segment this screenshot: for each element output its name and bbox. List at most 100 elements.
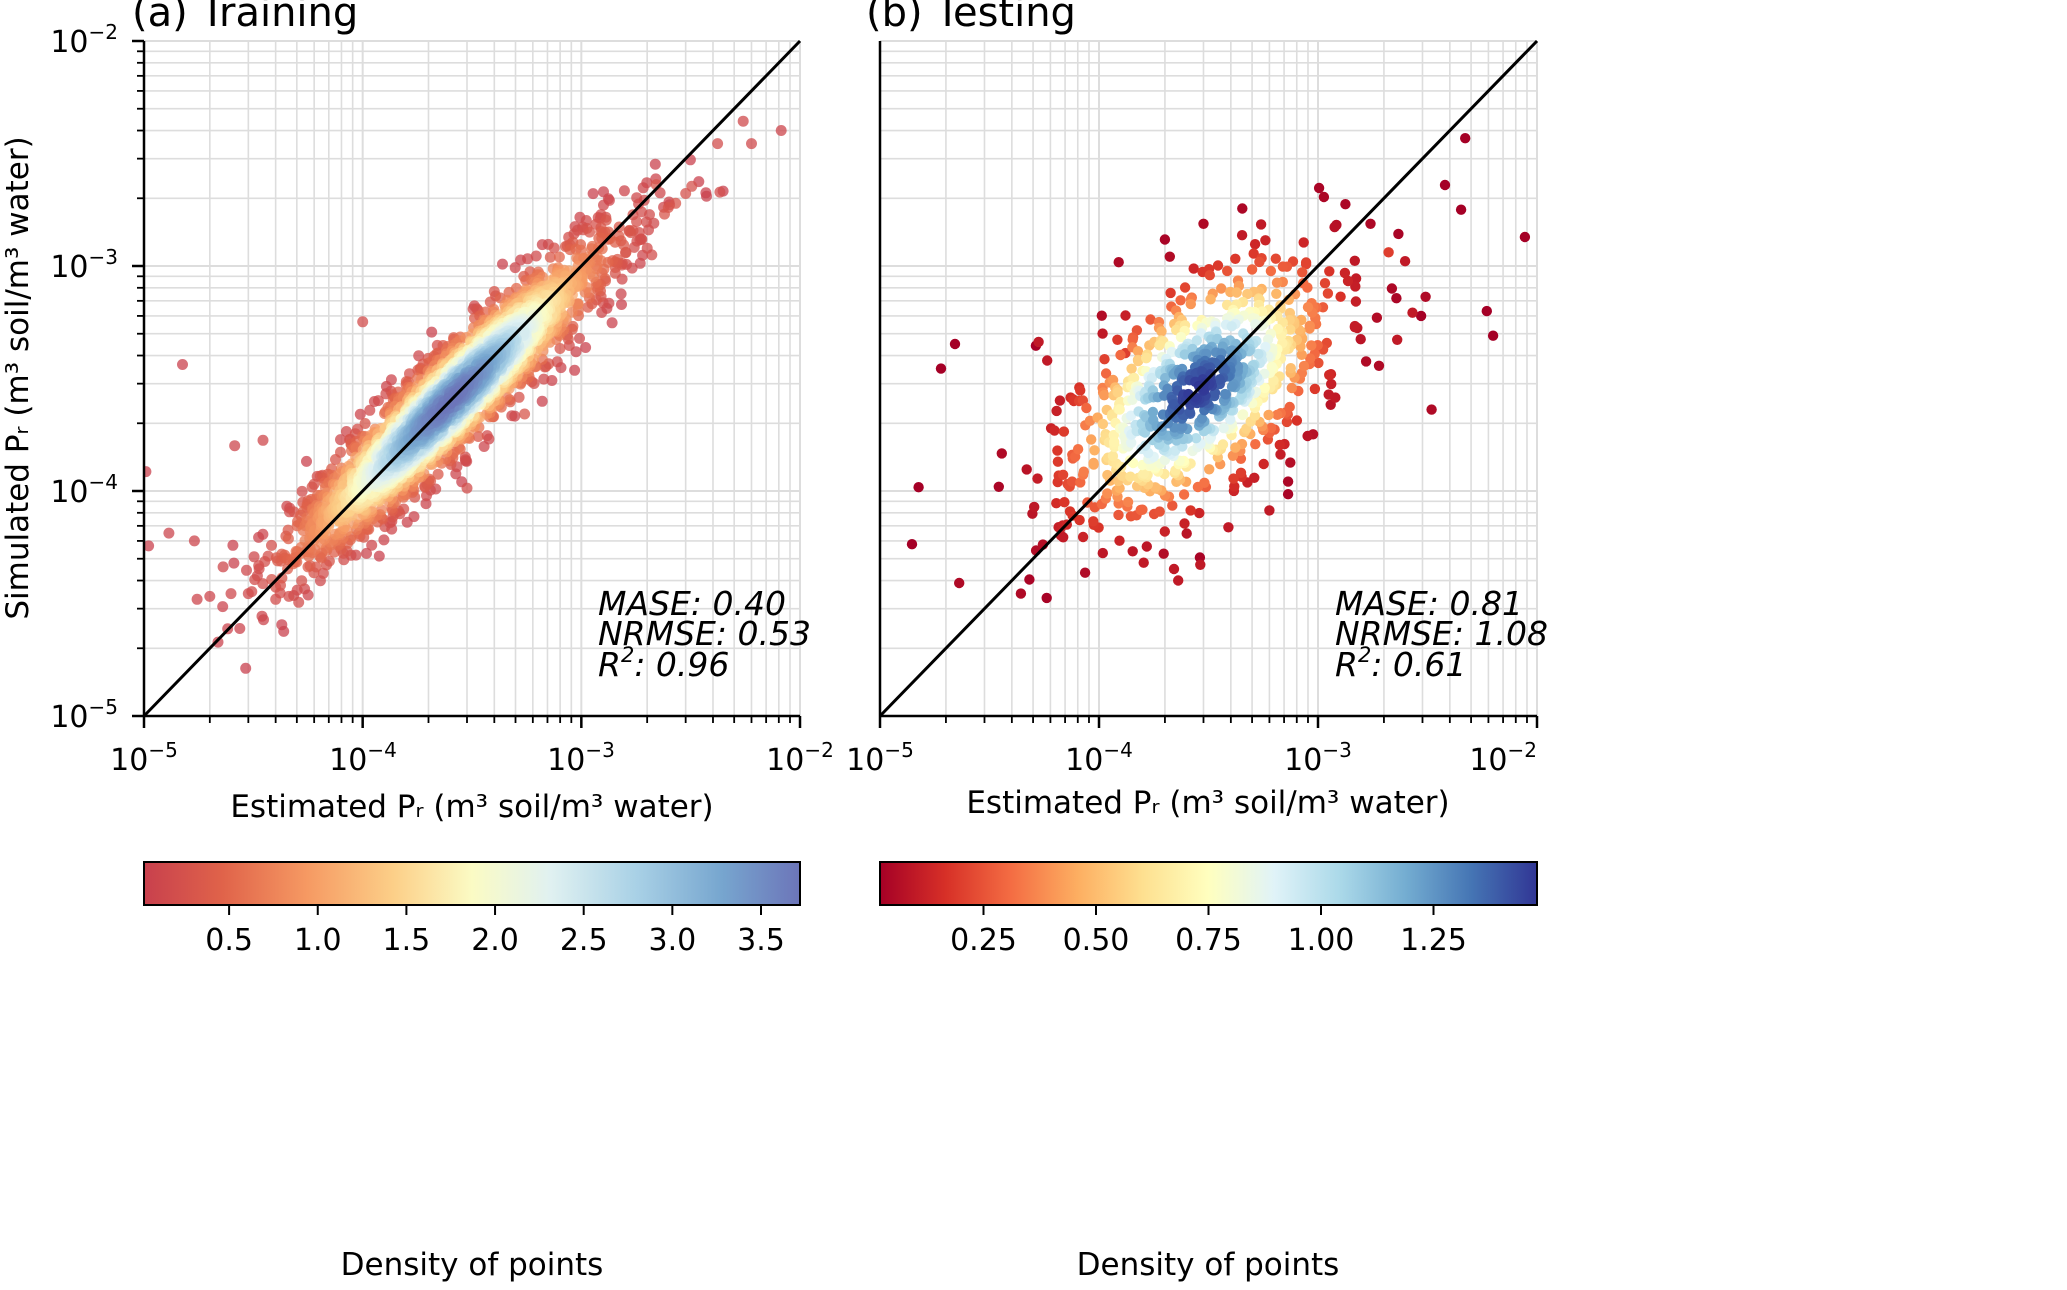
scatter-point [628, 241, 640, 253]
scatter-point [1166, 346, 1178, 358]
scatter-point [1258, 458, 1269, 470]
scatter-point [1127, 334, 1138, 345]
panel-b-grid [879, 40, 1538, 717]
scatter-point [1263, 409, 1274, 421]
scatter-point [1305, 353, 1316, 364]
scatter-point [1199, 477, 1210, 488]
scatter-point [1326, 378, 1337, 390]
scatter-point [1226, 321, 1237, 332]
x-tick-label: 10−4 [329, 738, 397, 778]
x-tick-label: 10−2 [1469, 738, 1537, 778]
metric-nrmse: NRMSE: 0.53 [598, 614, 811, 653]
scatter-point [1147, 406, 1159, 418]
scatter-point [1075, 385, 1086, 396]
scatter-point [1255, 219, 1267, 230]
x-tick-label: 10−4 [1065, 738, 1133, 778]
scatter-point [1120, 310, 1131, 321]
panel-a: (a) Training 10−5 10−4 10−3 10−2 10−5 10… [0, 0, 834, 1283]
scatter-point [225, 588, 237, 600]
scatter-point [1102, 488, 1113, 499]
scatter-point [1042, 355, 1053, 366]
y-tick-label: 10−2 [50, 20, 118, 60]
scatter-point [401, 516, 413, 528]
scatter-point [1140, 440, 1151, 451]
x-tick-label: 10−5 [846, 738, 914, 778]
panel-a-metrics: MASE: 0.40 NRMSE: 0.53 R2: 0.96 [598, 584, 811, 684]
scatter-point [1298, 237, 1309, 248]
scatter-point [646, 249, 658, 261]
scatter-point [949, 338, 961, 350]
scatter-point [330, 454, 341, 465]
scatter-point [1096, 310, 1108, 321]
scatter-point [1248, 248, 1259, 259]
scatter-point [1259, 382, 1270, 394]
scatter-point [304, 560, 316, 572]
scatter-point [598, 199, 609, 211]
scatter-point [1365, 218, 1376, 229]
scatter-point [413, 350, 425, 362]
scatter-point [1237, 409, 1248, 421]
scatter-point [1164, 251, 1176, 262]
scatter-point [935, 363, 947, 374]
scatter-point [228, 557, 240, 569]
scatter-point [1350, 281, 1361, 292]
metric-r2: R2: 0.96 [598, 643, 729, 684]
scatter-point [1178, 489, 1190, 500]
scatter-point [144, 466, 152, 478]
scatter-point [1237, 203, 1248, 214]
colorbar-tick-label: 2.0 [471, 923, 519, 958]
scatter-point [1099, 390, 1110, 401]
scatter-point [283, 590, 295, 602]
scatter-point [1188, 263, 1199, 274]
scatter-point [1159, 234, 1171, 245]
scatter-point [954, 577, 965, 589]
scatter-point [1225, 414, 1236, 425]
scatter-point [1205, 294, 1216, 305]
scatter-point [1219, 388, 1231, 400]
scatter-point [649, 158, 661, 170]
scatter-point [1100, 368, 1112, 379]
y-tick-label: 10−3 [50, 245, 118, 285]
scatter-point [1212, 260, 1224, 271]
scatter-point [1113, 509, 1124, 521]
scatter-point [276, 619, 288, 631]
scatter-point [1266, 361, 1278, 372]
scatter-point [1223, 522, 1234, 533]
colorbar-tick-label: 0.5 [205, 923, 253, 958]
metric-nrmse: NRMSE: 1.08 [1335, 614, 1548, 653]
scatter-point [1242, 288, 1253, 300]
scatter-point [1313, 357, 1324, 369]
scatter-point [509, 262, 521, 274]
scatter-point [1145, 314, 1156, 325]
panel-a-ticks [132, 39, 802, 728]
scatter-point [1306, 340, 1317, 351]
panel-a-colorbar-label: Density of points [341, 1247, 604, 1283]
scatter-point [1222, 265, 1233, 277]
scatter-point [1033, 336, 1044, 348]
scatter-point [519, 408, 531, 420]
scatter-point [1041, 592, 1052, 604]
scatter-point [1079, 567, 1091, 578]
scatter-point [1141, 541, 1153, 552]
scatter-point [1291, 415, 1303, 426]
scatter-point [1194, 507, 1205, 519]
scatter-point [1235, 453, 1247, 464]
scatter-point [1329, 221, 1340, 233]
scatter-point [1350, 273, 1362, 284]
scatter-point [472, 431, 484, 442]
scatter-point [548, 242, 560, 254]
scatter-point [1350, 296, 1362, 307]
metric-mase: MASE: 0.81 [1335, 584, 1523, 623]
scatter-point [1177, 421, 1188, 432]
colorbar-tick-label: 2.5 [560, 923, 608, 958]
scatter-point [257, 578, 269, 590]
scatter-point [1323, 389, 1334, 400]
scatter-point [373, 550, 385, 562]
scatter-point [1127, 546, 1138, 557]
scatter-point [291, 584, 303, 596]
scatter-point [1015, 588, 1027, 599]
scatter-point [1181, 528, 1192, 539]
scatter-point [1236, 230, 1248, 241]
panel-b-points [906, 133, 1531, 604]
scatter-point [1231, 287, 1242, 298]
